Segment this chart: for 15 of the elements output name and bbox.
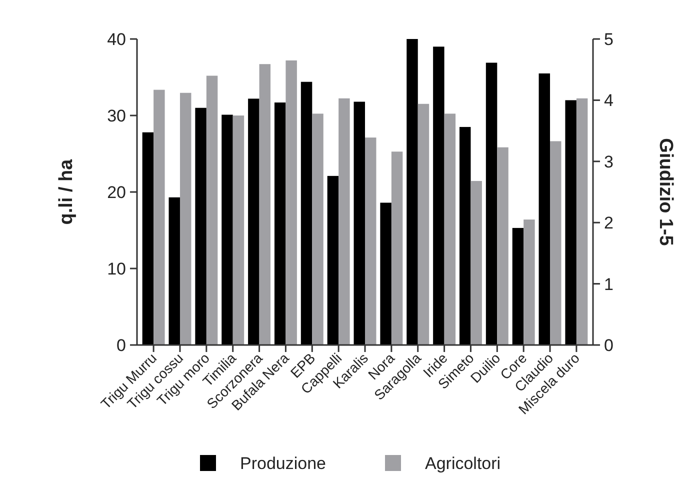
y2-tick-label: 5	[604, 30, 614, 49]
y2-tick-label: 0	[604, 336, 614, 355]
y2-tick-label: 1	[604, 274, 614, 294]
legend-label: Agricoltori	[425, 454, 501, 473]
y-tick-label: 40	[107, 30, 126, 49]
y-tick-label: 20	[107, 182, 126, 202]
y-tick-label: 0	[116, 336, 126, 355]
y-axis-title: q.li / ha	[56, 158, 77, 225]
legend-label: Produzione	[240, 454, 326, 473]
y2-axis-title: Giudizio 1-5	[655, 138, 676, 246]
y2-tick-label: 2	[604, 214, 614, 233]
y2-tick-label: 4	[604, 91, 614, 110]
y2-tick-label: 3	[604, 152, 614, 172]
y-tick-label: 30	[107, 106, 126, 126]
y-tick-label: 10	[107, 259, 126, 278]
